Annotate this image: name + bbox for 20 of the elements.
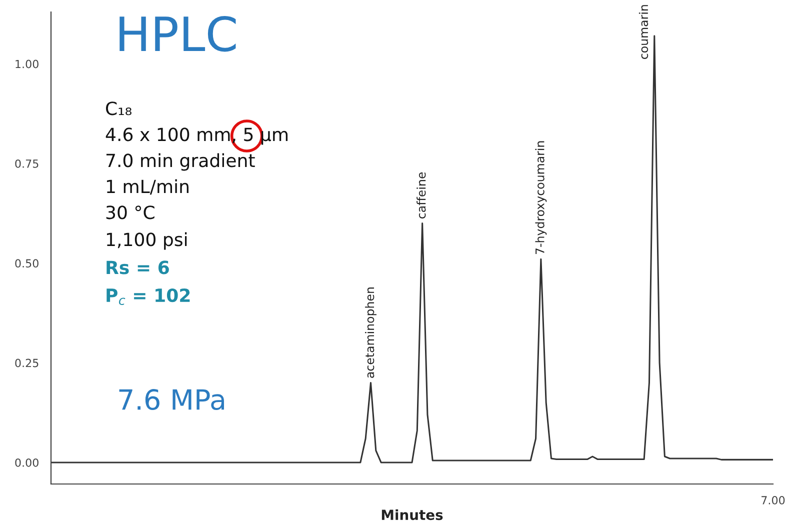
- annotation: 1,100 psi: [106, 232, 187, 250]
- annotation: Rs = 6: [106, 260, 169, 274]
- y-tick-label: 0.00: [15, 458, 38, 467]
- annotation: 1 mL/min: [106, 179, 188, 195]
- y-tick-label: 0.25: [15, 358, 38, 368]
- annotation: P$_{c}$ = 102: [106, 288, 190, 305]
- x-tick-label: 7.00: [762, 496, 785, 504]
- annotation: coumarin: [638, 5, 648, 59]
- y-tick-label: 0.75: [15, 159, 38, 168]
- annotation: caffeine: [416, 172, 426, 218]
- annotation: acetaminophen: [365, 288, 376, 378]
- annotation: 30 °C: [106, 206, 154, 220]
- chart-title: HPLC: [120, 16, 236, 52]
- x-axis-title: Minutes: [382, 509, 443, 520]
- annotation: 7.6 MPa: [119, 389, 224, 410]
- annotation: 7.0 min gradient: [106, 153, 255, 171]
- y-tick-label: 1.00: [16, 60, 38, 68]
- annotation: C₁₈: [106, 102, 132, 116]
- y-tick-label: 0.50: [15, 259, 38, 268]
- annotation: 7-hydroxycoumarin: [535, 141, 547, 254]
